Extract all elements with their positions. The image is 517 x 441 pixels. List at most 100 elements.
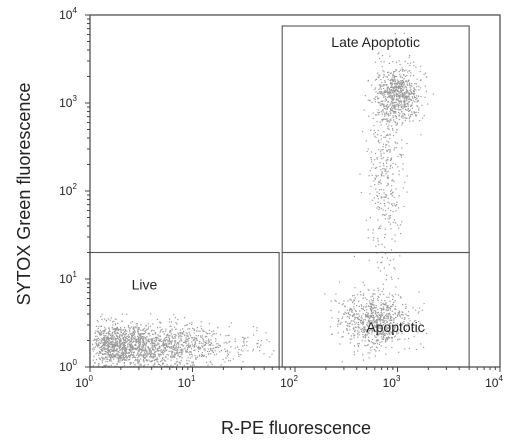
data-point bbox=[100, 315, 102, 318]
data-point bbox=[373, 310, 375, 312]
data-point bbox=[396, 86, 398, 88]
data-point bbox=[357, 336, 359, 338]
data-point bbox=[419, 79, 421, 81]
data-point bbox=[160, 345, 163, 347]
y-tick-label: 102 bbox=[59, 182, 77, 198]
data-point bbox=[123, 357, 126, 359]
data-point bbox=[378, 313, 380, 315]
data-point bbox=[92, 359, 94, 361]
data-point bbox=[375, 310, 377, 312]
data-point bbox=[413, 65, 415, 67]
data-point bbox=[369, 330, 371, 332]
data-point bbox=[173, 348, 176, 350]
data-point bbox=[174, 316, 177, 319]
data-point bbox=[93, 348, 95, 350]
data-point bbox=[377, 319, 379, 321]
data-point bbox=[377, 326, 379, 328]
data-point bbox=[122, 353, 124, 355]
data-point bbox=[400, 85, 403, 87]
data-point bbox=[396, 330, 398, 332]
data-point bbox=[395, 210, 397, 212]
data-point bbox=[183, 330, 185, 332]
data-point bbox=[386, 118, 388, 120]
data-point bbox=[357, 332, 359, 334]
data-point bbox=[373, 133, 375, 135]
data-point bbox=[162, 344, 164, 346]
data-point bbox=[103, 335, 105, 337]
data-point bbox=[379, 189, 381, 191]
data-point bbox=[402, 163, 404, 165]
data-point bbox=[394, 305, 396, 307]
data-point bbox=[395, 316, 397, 319]
data-point bbox=[94, 335, 97, 337]
data-point bbox=[205, 342, 207, 344]
data-point bbox=[211, 335, 213, 337]
data-point bbox=[189, 322, 191, 324]
data-point bbox=[114, 332, 116, 334]
data-point bbox=[378, 111, 380, 113]
data-point bbox=[160, 350, 162, 352]
data-point bbox=[383, 321, 385, 323]
data-point bbox=[403, 98, 405, 100]
data-point bbox=[393, 317, 395, 319]
data-point bbox=[153, 345, 155, 347]
data-point bbox=[369, 320, 371, 322]
data-point bbox=[368, 115, 370, 117]
data-point bbox=[366, 325, 368, 327]
data-point bbox=[188, 352, 190, 354]
data-point bbox=[391, 78, 393, 80]
data-point bbox=[149, 335, 151, 337]
data-point bbox=[114, 343, 116, 345]
data-point bbox=[116, 344, 119, 346]
data-point bbox=[390, 190, 392, 192]
data-point bbox=[380, 90, 382, 92]
data-point bbox=[206, 361, 208, 363]
data-point bbox=[353, 337, 355, 339]
data-point bbox=[354, 313, 356, 315]
data-point bbox=[379, 327, 381, 329]
data-point bbox=[373, 317, 375, 319]
data-point bbox=[107, 352, 109, 354]
data-point bbox=[119, 349, 121, 352]
data-point bbox=[395, 205, 397, 207]
data-point bbox=[377, 198, 379, 200]
data-point bbox=[388, 323, 390, 325]
data-point bbox=[145, 341, 147, 343]
data-point bbox=[397, 99, 399, 101]
data-point bbox=[374, 96, 376, 98]
data-point bbox=[158, 338, 160, 340]
data-point bbox=[126, 352, 128, 354]
data-point bbox=[375, 330, 377, 332]
data-point bbox=[392, 162, 394, 165]
data-point bbox=[395, 142, 397, 144]
data-point bbox=[392, 191, 394, 193]
data-point bbox=[257, 346, 259, 348]
data-point bbox=[398, 109, 400, 111]
x-axis: 100 101 102 103 104 bbox=[75, 367, 503, 390]
data-point bbox=[138, 350, 140, 352]
data-point bbox=[178, 333, 180, 335]
data-point bbox=[158, 354, 160, 356]
data-point bbox=[165, 342, 167, 344]
data-point bbox=[386, 140, 388, 142]
data-point bbox=[383, 152, 385, 154]
data-point bbox=[377, 308, 379, 311]
data-point bbox=[114, 329, 116, 331]
data-point bbox=[394, 240, 396, 242]
data-point bbox=[344, 311, 346, 313]
data-point bbox=[385, 328, 388, 330]
data-point bbox=[106, 320, 108, 322]
data-point bbox=[106, 339, 108, 341]
data-point bbox=[394, 327, 396, 329]
data-point bbox=[390, 159, 392, 161]
data-point bbox=[97, 330, 99, 332]
data-point bbox=[389, 55, 391, 57]
data-point bbox=[176, 365, 178, 367]
data-point bbox=[158, 350, 160, 352]
data-point bbox=[414, 101, 416, 103]
data-point bbox=[171, 329, 173, 331]
data-point bbox=[133, 327, 135, 329]
data-point bbox=[359, 173, 361, 175]
data-point bbox=[183, 348, 185, 350]
data-point bbox=[398, 87, 400, 89]
